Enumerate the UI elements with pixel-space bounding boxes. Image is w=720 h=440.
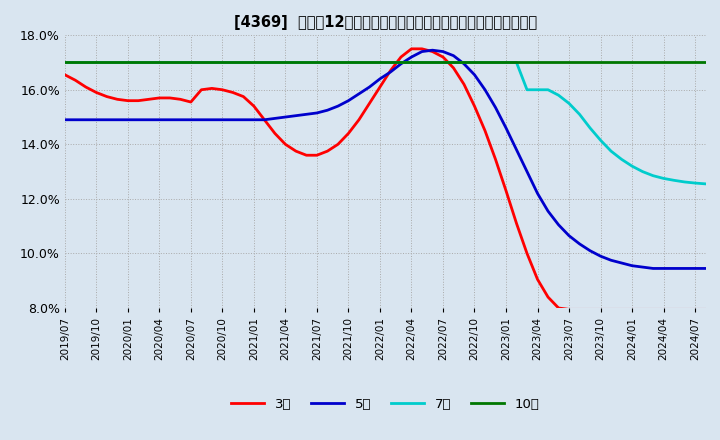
5年 xyxy=(186,117,195,122)
Line: 5年: 5年 xyxy=(65,50,706,268)
10年 xyxy=(186,60,195,65)
10年 xyxy=(701,60,710,65)
Legend: 3年, 5年, 7年, 10年: 3年, 5年, 7年, 10年 xyxy=(226,392,544,416)
5年 xyxy=(113,117,122,122)
5年 xyxy=(428,48,437,53)
3年 xyxy=(228,90,237,95)
5年 xyxy=(459,61,468,66)
3年 xyxy=(701,307,710,312)
3年 xyxy=(60,72,69,77)
10年 xyxy=(617,60,626,65)
10年 xyxy=(60,60,69,65)
7年 xyxy=(113,60,122,65)
7年 xyxy=(60,60,69,65)
7年 xyxy=(617,157,626,162)
3年 xyxy=(376,84,384,90)
3年 xyxy=(113,97,122,102)
10年 xyxy=(690,60,699,65)
10年 xyxy=(449,60,458,65)
Line: 7年: 7年 xyxy=(65,62,706,184)
3年 xyxy=(407,46,415,51)
3年 xyxy=(459,82,468,87)
7年 xyxy=(186,60,195,65)
3年 xyxy=(564,307,573,312)
7年 xyxy=(228,60,237,65)
5年 xyxy=(701,266,710,271)
Line: 3年: 3年 xyxy=(65,49,706,309)
7年 xyxy=(701,181,710,187)
5年 xyxy=(228,117,237,122)
3年 xyxy=(186,99,195,105)
10年 xyxy=(228,60,237,65)
7年 xyxy=(690,180,699,186)
10年 xyxy=(113,60,122,65)
3年 xyxy=(638,307,647,312)
5年 xyxy=(628,263,636,268)
5年 xyxy=(60,117,69,122)
Title: [4369]  売上高12か月移動合計の対前年同期増減率の平均値の推移: [4369] 売上高12か月移動合計の対前年同期増減率の平均値の推移 xyxy=(233,15,537,30)
5年 xyxy=(376,76,384,81)
7年 xyxy=(449,60,458,65)
5年 xyxy=(649,266,657,271)
